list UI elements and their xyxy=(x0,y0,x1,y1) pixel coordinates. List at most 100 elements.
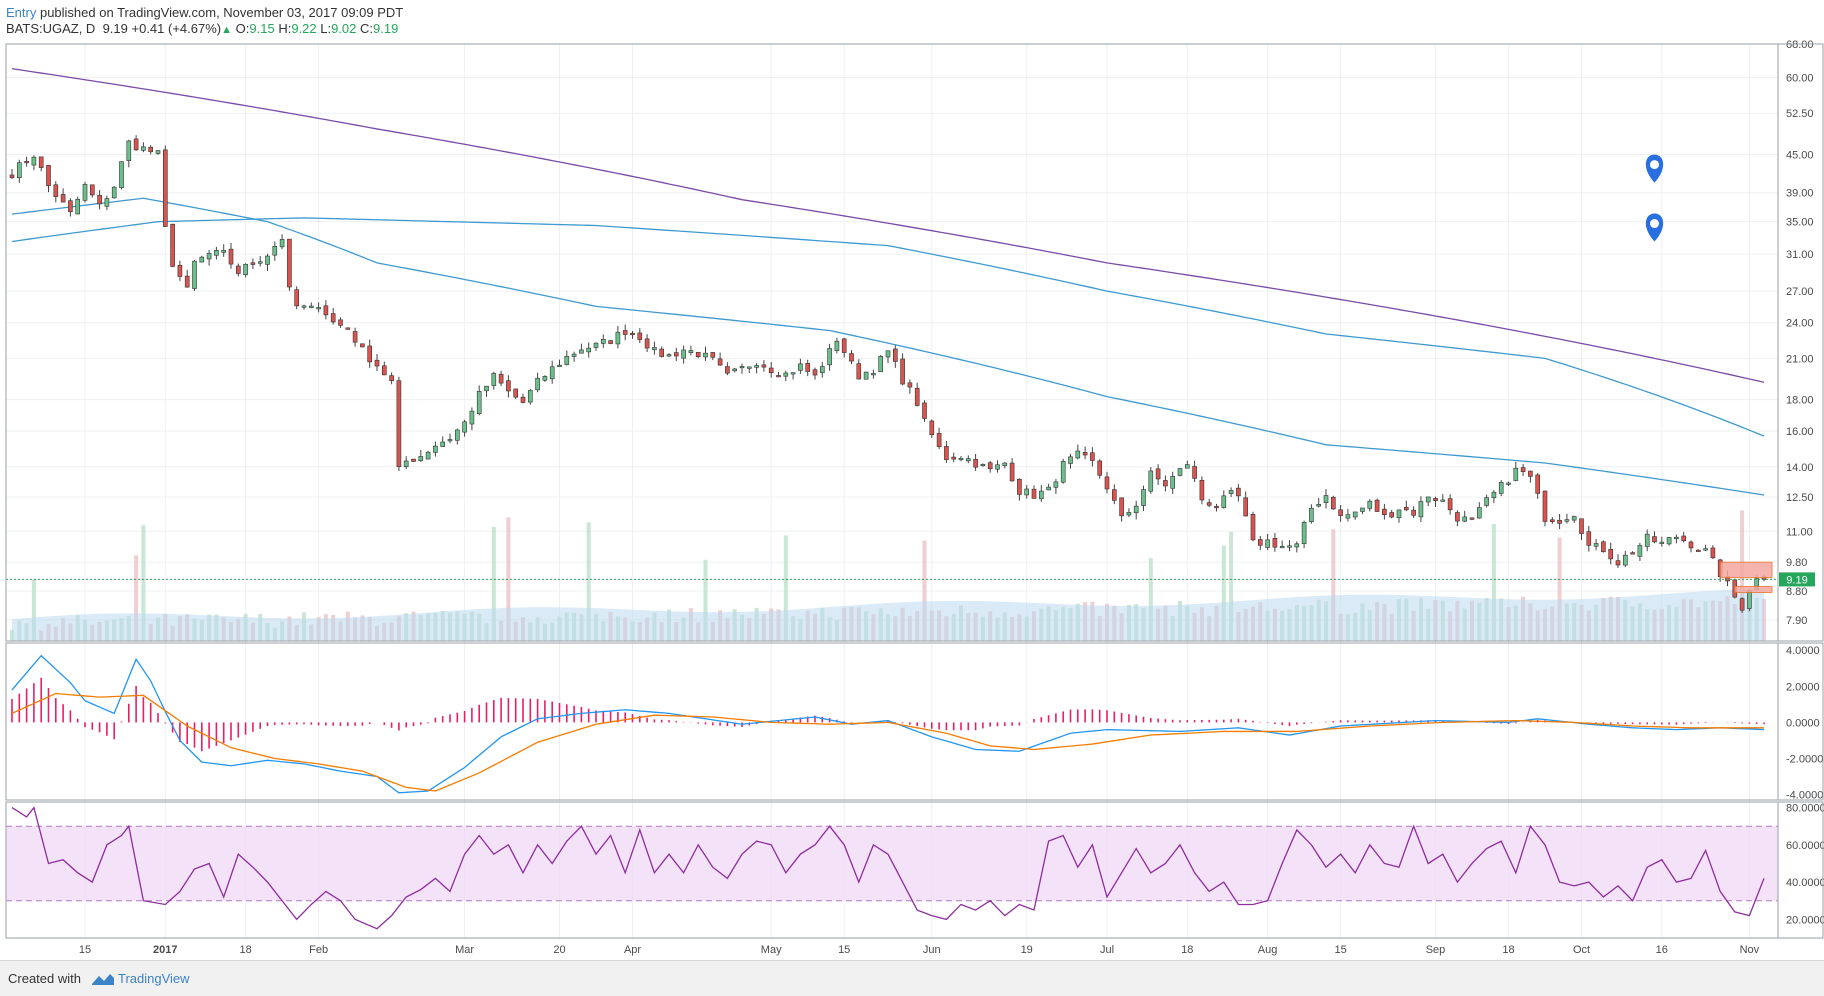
candle-body xyxy=(433,445,438,453)
candle xyxy=(892,345,898,368)
price-tick-label: 14.00 xyxy=(1786,462,1814,474)
candle xyxy=(1133,500,1139,520)
candle xyxy=(622,324,628,341)
candle xyxy=(1586,525,1592,552)
candle-body xyxy=(1163,480,1168,487)
candle xyxy=(1031,485,1037,499)
candle xyxy=(922,400,927,422)
candle-body xyxy=(16,162,22,179)
candle xyxy=(644,334,650,353)
price-tick-label: 18.00 xyxy=(1786,395,1814,407)
candle xyxy=(1360,507,1365,515)
candle xyxy=(549,360,555,384)
close-value: 9.19 xyxy=(373,21,399,36)
candle-body xyxy=(68,200,73,213)
candle xyxy=(1250,511,1256,542)
candle xyxy=(345,327,351,330)
last-price-badge-text: 9.19 xyxy=(1786,574,1807,586)
candle xyxy=(184,269,190,288)
author-link[interactable]: Entry xyxy=(6,5,37,20)
candle-body xyxy=(557,364,562,367)
candle-body xyxy=(119,161,124,188)
candle-body xyxy=(170,223,175,267)
candle xyxy=(272,241,278,261)
candle-body xyxy=(374,359,380,367)
rsi-tick-label: 80.0000 xyxy=(1786,803,1824,815)
candle-body xyxy=(1272,537,1278,548)
candle xyxy=(995,460,1000,473)
candle-body xyxy=(579,349,584,354)
candle xyxy=(1104,471,1110,494)
candle-body xyxy=(1038,490,1044,500)
candle xyxy=(338,317,343,328)
candle-body xyxy=(768,367,774,374)
candle xyxy=(1403,500,1409,512)
candle-body xyxy=(1090,452,1095,461)
candle xyxy=(294,286,300,310)
candle xyxy=(1272,533,1278,552)
candle xyxy=(871,369,876,379)
brand-link[interactable]: TradingView xyxy=(118,971,190,986)
candle-body xyxy=(1360,507,1365,512)
candle-body xyxy=(1622,554,1628,566)
candle xyxy=(542,375,548,382)
candle xyxy=(1206,498,1212,508)
candle-body xyxy=(936,433,942,447)
candle-body xyxy=(294,289,300,307)
candle-body xyxy=(1418,501,1424,518)
candle-body xyxy=(155,150,161,154)
candle xyxy=(1126,508,1132,518)
candle xyxy=(1542,490,1548,527)
candle xyxy=(1652,531,1657,544)
candle xyxy=(783,370,789,382)
candle xyxy=(586,342,592,358)
date-tick-label: May xyxy=(761,944,782,956)
candle xyxy=(659,346,665,358)
candle-body xyxy=(1389,512,1395,518)
candle-body xyxy=(389,375,394,382)
candle-body xyxy=(250,262,256,265)
candle xyxy=(1141,485,1146,511)
candle xyxy=(710,352,716,361)
candle-body xyxy=(1184,464,1190,469)
volume-bars xyxy=(9,510,1767,641)
candle xyxy=(732,367,738,373)
candle xyxy=(863,371,869,380)
date-tick-label: 16 xyxy=(1656,944,1668,956)
price-tick-label: 27.00 xyxy=(1786,286,1814,298)
candle-body xyxy=(652,347,657,351)
candle-body xyxy=(1615,560,1621,566)
date-tick-label: Oct xyxy=(1573,944,1590,956)
candle xyxy=(630,331,635,339)
candle xyxy=(279,234,285,250)
support-zone xyxy=(1734,585,1773,594)
candle-body xyxy=(425,451,431,460)
candle xyxy=(1491,490,1497,504)
candle xyxy=(1564,513,1570,524)
candle-body xyxy=(1403,506,1409,511)
candle xyxy=(571,351,577,362)
candle xyxy=(250,258,256,270)
candle xyxy=(1739,597,1745,613)
candle-body xyxy=(1447,498,1453,511)
chart-canvas[interactable]: 68.00 60.00 52.50 45.00 39.00 35.00 31.00 27.00… xyxy=(0,0,1824,960)
candle-body xyxy=(1141,489,1146,506)
symbol-label[interactable]: BATS:UGAZ, D xyxy=(6,21,96,36)
candle-body xyxy=(703,352,708,358)
candle xyxy=(228,242,234,269)
candle-body xyxy=(1506,482,1511,485)
candle-body xyxy=(1338,509,1343,516)
candle xyxy=(1396,509,1402,523)
candle xyxy=(1681,531,1687,543)
candle-body xyxy=(834,340,840,351)
candle-body xyxy=(1681,535,1687,542)
candle-body xyxy=(265,255,270,265)
candle xyxy=(557,359,562,367)
candle xyxy=(746,366,752,374)
price-tick-label: 52.50 xyxy=(1786,108,1814,120)
candle xyxy=(1528,470,1533,483)
candle-body xyxy=(1469,517,1475,520)
price-tick-label: 68.00 xyxy=(1786,39,1814,51)
candle xyxy=(907,379,913,394)
candle-body xyxy=(367,345,373,363)
